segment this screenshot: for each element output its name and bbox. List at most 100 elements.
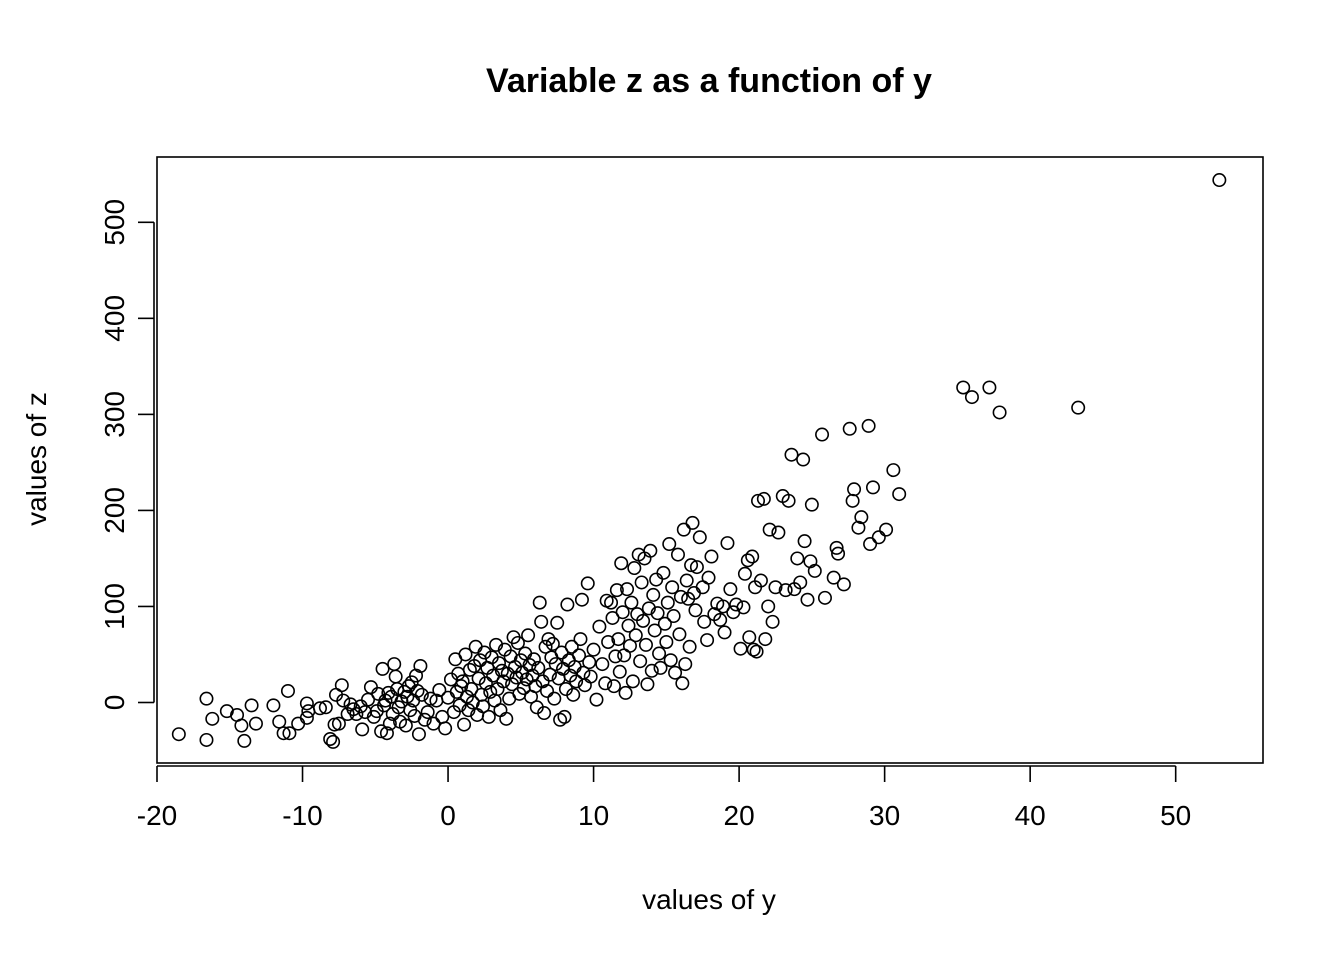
scatter-point <box>781 493 796 508</box>
scatter-point <box>398 718 413 733</box>
scatter-point <box>388 669 403 684</box>
scatter-point <box>334 678 349 693</box>
scatter-point <box>854 510 869 525</box>
scatter-point <box>580 576 595 591</box>
scatter-point <box>793 575 808 590</box>
y-tick-label: 500 <box>99 199 130 246</box>
scatter-point <box>621 618 636 633</box>
scatter-point <box>458 647 473 662</box>
scatter-point <box>807 563 822 578</box>
scatter-point <box>573 632 588 647</box>
scatter-point <box>685 515 700 530</box>
scatter-point <box>625 674 640 689</box>
scatter-point <box>736 600 751 615</box>
scatter-point <box>649 572 664 587</box>
scatter-point <box>673 589 688 604</box>
scatter-point <box>646 587 661 602</box>
x-tick-label: -10 <box>282 800 322 831</box>
y-tick-label: 100 <box>99 583 130 630</box>
scatter-point <box>583 669 598 684</box>
x-axis-label: values of y <box>642 884 776 915</box>
scatter-point <box>829 540 844 555</box>
scatter-point <box>545 636 560 651</box>
scatter-point <box>569 674 584 689</box>
scatter-point <box>628 628 643 643</box>
scatter-point <box>478 676 493 691</box>
scatter-point <box>797 534 812 549</box>
scatter-point <box>464 682 479 697</box>
scatter-point <box>609 583 624 598</box>
scatter-point <box>326 734 341 749</box>
scatter-point <box>462 662 477 677</box>
scatter-point <box>538 639 553 654</box>
scatter-point <box>627 561 642 576</box>
scatter-point <box>653 660 668 675</box>
y-tick-label: 400 <box>99 295 130 342</box>
scatter-point <box>491 656 506 671</box>
scatter-point <box>521 628 536 643</box>
scatter-point <box>826 570 841 585</box>
x-tick-label: 0 <box>440 800 456 831</box>
scatter-point <box>815 427 830 442</box>
scatter-point <box>684 558 699 573</box>
scatter-point <box>700 633 715 648</box>
scatter-point <box>847 482 862 497</box>
scatter-point <box>636 613 651 628</box>
scatter-point <box>1071 400 1086 415</box>
scatter-point <box>758 632 773 647</box>
scatter-point <box>417 712 432 727</box>
scatter-point <box>276 726 291 741</box>
scatter-point <box>892 487 907 502</box>
scatter-point <box>800 592 815 607</box>
scatter-point <box>659 634 674 649</box>
chart-title: Variable z as a function of y <box>486 62 932 100</box>
scatter-point <box>650 606 665 621</box>
y-axis-label: values of z <box>21 392 52 526</box>
scatter-point <box>547 691 562 706</box>
scatter-point <box>778 583 793 598</box>
scatter-point <box>662 537 677 552</box>
x-tick-label: 50 <box>1160 800 1191 831</box>
scatter-point <box>831 546 846 561</box>
scatter-point <box>548 657 563 672</box>
scatter-point <box>697 614 712 629</box>
scatter-point <box>199 691 214 706</box>
scatter-point <box>496 674 511 689</box>
scatter-point <box>751 493 766 508</box>
scatter-point <box>992 405 1007 420</box>
y-tick-label: 200 <box>99 487 130 534</box>
scatter-point <box>560 597 575 612</box>
scatter-point <box>432 683 447 698</box>
scatter-point <box>720 536 735 551</box>
scatter-point <box>956 380 971 395</box>
scatter-point <box>729 597 744 612</box>
scatter-point <box>291 716 306 731</box>
scatter-point <box>374 724 389 739</box>
scatter-point <box>865 480 880 495</box>
scatter-point <box>688 603 703 618</box>
scatter-point <box>863 537 878 552</box>
scatter-point <box>199 732 214 747</box>
scatter-point <box>745 549 760 564</box>
scatter-point <box>582 655 597 670</box>
scatter-point <box>381 685 396 700</box>
scatter-point <box>842 421 857 436</box>
scatter-point <box>526 652 541 667</box>
scatter-point <box>682 639 697 654</box>
x-tick-label: 20 <box>724 800 755 831</box>
scatter-point <box>312 701 327 716</box>
scatter-point <box>550 615 565 630</box>
scatter-point <box>266 698 281 713</box>
scatter-point <box>771 525 786 540</box>
scatter-point <box>540 683 555 698</box>
scatter-point <box>871 530 886 545</box>
scatter-point <box>742 630 757 645</box>
plot-frame <box>156 156 1264 764</box>
scatter-point <box>375 661 390 676</box>
scatter-point <box>554 645 569 660</box>
scatter-point <box>349 707 364 722</box>
scatter-point <box>248 716 263 731</box>
scatter-point <box>643 543 658 558</box>
scatter-point <box>299 696 314 711</box>
scatter-point <box>387 657 402 672</box>
